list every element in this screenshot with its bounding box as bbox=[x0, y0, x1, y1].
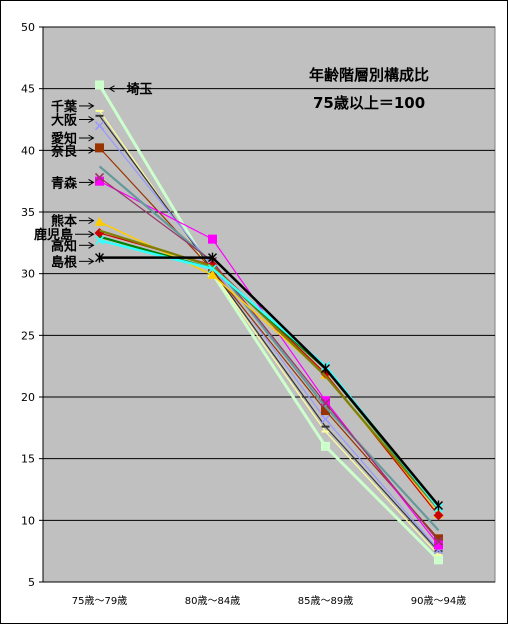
series-line bbox=[99, 147, 439, 540]
label-arrowhead bbox=[88, 178, 95, 186]
x-tick-label: 85歳～89歳 bbox=[298, 595, 353, 607]
y-tick-label: 30 bbox=[21, 268, 35, 281]
data-point bbox=[94, 172, 105, 183]
data-point bbox=[207, 264, 218, 274]
series-label-奈良: 奈良 bbox=[50, 143, 95, 159]
data-point bbox=[321, 363, 330, 374]
data-point bbox=[207, 269, 218, 279]
series-label: 埼玉 bbox=[127, 82, 153, 98]
series-unnamed-6 bbox=[98, 165, 440, 531]
label-arrowhead bbox=[88, 241, 95, 249]
data-point bbox=[208, 234, 217, 244]
series-label-青森: 青森 bbox=[51, 175, 95, 191]
data-point bbox=[208, 252, 217, 263]
label-arrowhead bbox=[88, 257, 95, 265]
series-line bbox=[99, 256, 440, 507]
label-arrowhead bbox=[88, 116, 95, 123]
series-line bbox=[99, 125, 439, 551]
x-tick-label: 90歳～94歳 bbox=[411, 595, 466, 607]
series-line bbox=[99, 115, 439, 552]
label-arrowhead bbox=[88, 134, 95, 142]
y-tick-label: 45 bbox=[21, 83, 35, 96]
data-point bbox=[434, 555, 443, 565]
data-point bbox=[434, 500, 443, 511]
y-tick-label: 50 bbox=[21, 21, 35, 34]
y-tick-label: 10 bbox=[21, 514, 35, 527]
label-arrowhead bbox=[88, 230, 95, 238]
series-line bbox=[99, 110, 439, 556]
data-point bbox=[433, 536, 444, 546]
y-tick-label: 40 bbox=[21, 144, 35, 157]
chart-subtitle: 75歳以上＝100 bbox=[313, 94, 425, 112]
data-point bbox=[94, 121, 105, 131]
data-point bbox=[94, 235, 105, 245]
label-arrowhead bbox=[108, 85, 115, 93]
label-arrowhead bbox=[88, 217, 95, 225]
data-point bbox=[94, 216, 105, 226]
series-label: 高知 bbox=[51, 238, 77, 254]
series-label-埼玉: 埼玉 bbox=[108, 82, 153, 98]
series-label-愛知: 愛知 bbox=[51, 131, 95, 147]
x-tick-label: 80歳～84歳 bbox=[185, 595, 240, 607]
y-tick-label: 35 bbox=[21, 206, 35, 219]
data-point bbox=[95, 252, 104, 263]
plot-area bbox=[42, 26, 496, 583]
series-label: 鹿児島 bbox=[34, 227, 73, 243]
series-label: 青森 bbox=[51, 175, 78, 191]
series-label: 大阪 bbox=[51, 113, 78, 129]
data-point bbox=[320, 398, 331, 408]
data-point bbox=[433, 510, 444, 521]
data-point bbox=[95, 80, 104, 90]
series-label: 愛知 bbox=[51, 131, 77, 147]
series-label-島根: 島根 bbox=[51, 254, 95, 270]
data-point bbox=[320, 414, 331, 424]
series-line bbox=[99, 229, 440, 510]
series-line bbox=[98, 84, 440, 561]
series-label-高知: 高知 bbox=[51, 238, 95, 254]
series-label-熊本: 熊本 bbox=[51, 214, 95, 230]
series-label: 奈良 bbox=[50, 143, 77, 159]
label-arrowhead bbox=[88, 102, 95, 110]
x-tick-label: 75歳～79歳 bbox=[72, 595, 127, 607]
chart-title: 年齢階層別構成比 bbox=[309, 66, 429, 84]
y-tick-label: 5 bbox=[28, 576, 35, 589]
series-line bbox=[98, 165, 440, 531]
label-arrowhead bbox=[88, 146, 95, 154]
y-tick-label: 15 bbox=[21, 453, 35, 466]
series-label-千葉: 千葉 bbox=[51, 99, 95, 115]
series-line bbox=[99, 176, 439, 542]
data-point bbox=[321, 441, 330, 451]
y-tick-label: 20 bbox=[21, 391, 35, 404]
series-label-鹿児島: 鹿児島 bbox=[34, 227, 95, 243]
series-label: 島根 bbox=[51, 254, 78, 270]
series-label: 千葉 bbox=[51, 99, 78, 115]
series-unnamed-10 bbox=[99, 229, 440, 510]
series-島根 bbox=[95, 252, 443, 511]
series-label: 熊本 bbox=[51, 214, 77, 230]
series-label-大阪: 大阪 bbox=[51, 113, 95, 129]
data-point bbox=[95, 143, 104, 153]
y-tick-label: 25 bbox=[21, 329, 35, 342]
